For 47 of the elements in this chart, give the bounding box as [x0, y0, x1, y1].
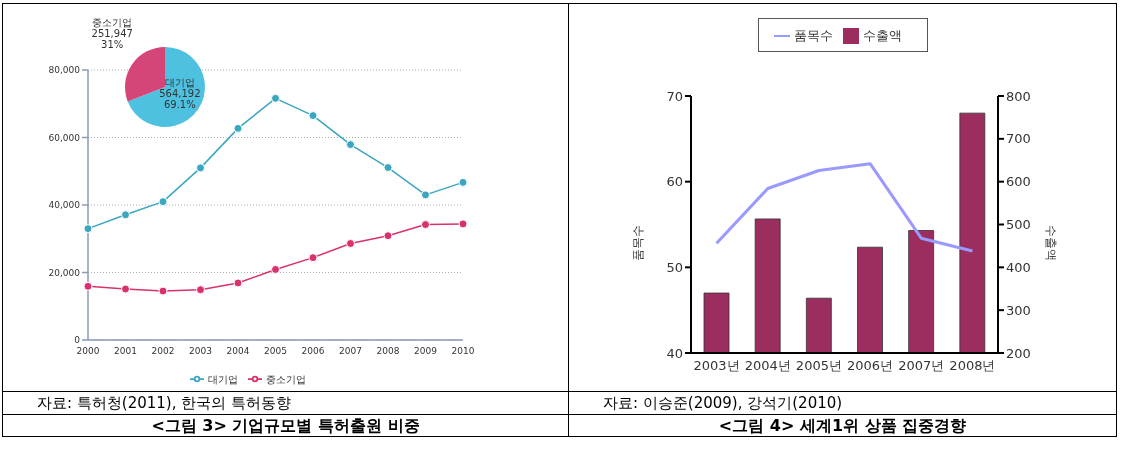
legend-label: 수출액 [863, 28, 902, 43]
y2-tick-label: 500 [1006, 217, 1031, 233]
x-tick-label: 2007 [339, 346, 362, 357]
y2-tick-label: 600 [1006, 174, 1031, 190]
y2-tick-label: 300 [1006, 302, 1031, 318]
x-tick-label: 2008 [376, 346, 400, 357]
y-tick-label: 60 [666, 174, 683, 190]
legend-label: 품목수 [794, 28, 833, 43]
text: <그림 3> 기업규모별 특허출원 비중 [3, 414, 568, 437]
y-tick-label: 70 [666, 88, 683, 104]
text: <그림 4> 세계1위 상품 집중경향 [569, 414, 1116, 437]
y-tick-label: 20,000 [48, 267, 81, 278]
y-tick-label: 0 [74, 335, 81, 346]
text: 자료: 특허청(2011), 한국의 특허동향 [37, 394, 292, 412]
y-tick-label: 50 [666, 259, 683, 275]
x-tick-label: 2002 [151, 346, 175, 357]
x-tick-label: 2006년 [847, 358, 894, 374]
y2-tick-label: 700 [1006, 131, 1031, 147]
y-tick-label: 40,000 [48, 200, 81, 211]
legend-label: 대기업 [208, 374, 238, 385]
x-tick-label: 2001 [114, 346, 137, 357]
y2-tick-label: 800 [1006, 88, 1031, 104]
y-tick-label: 80,000 [48, 65, 81, 76]
y-axis-title: 품목수 [631, 224, 646, 261]
x-tick-label: 2005년 [795, 358, 842, 374]
legend-label: 중소기업 [266, 374, 306, 385]
x-tick-label: 2008년 [949, 358, 996, 374]
y-tick-label: 40 [666, 345, 683, 361]
data-label: 251,947 31% [91, 27, 133, 50]
x-tick-label: 2004년 [744, 358, 791, 374]
x-tick-label: 2000 [76, 346, 100, 357]
y-tick-label: 60,000 [48, 132, 81, 143]
x-tick-label: 2005 [264, 346, 287, 357]
slice-label: 중소기업 [92, 16, 133, 28]
x-tick-label: 2009 [414, 346, 438, 357]
x-tick-label: 2004 [226, 346, 250, 357]
text: 자료: 이승준(2009), 강석기(2010) [603, 394, 843, 412]
data-label: 564,192 69.1% [159, 88, 201, 111]
y2-tick-label: 200 [1006, 345, 1031, 361]
slice-label: 대기업 [164, 77, 195, 89]
x-tick-label: 2007년 [898, 358, 945, 374]
y2-tick-label: 400 [1006, 259, 1031, 275]
y2-axis-title: 수출액 [1043, 224, 1058, 261]
x-tick-label: 2003년 [693, 358, 740, 374]
x-tick-label: 2003 [189, 346, 212, 357]
x-tick-label: 2010 [451, 346, 475, 357]
x-tick-label: 2006 [301, 346, 325, 357]
